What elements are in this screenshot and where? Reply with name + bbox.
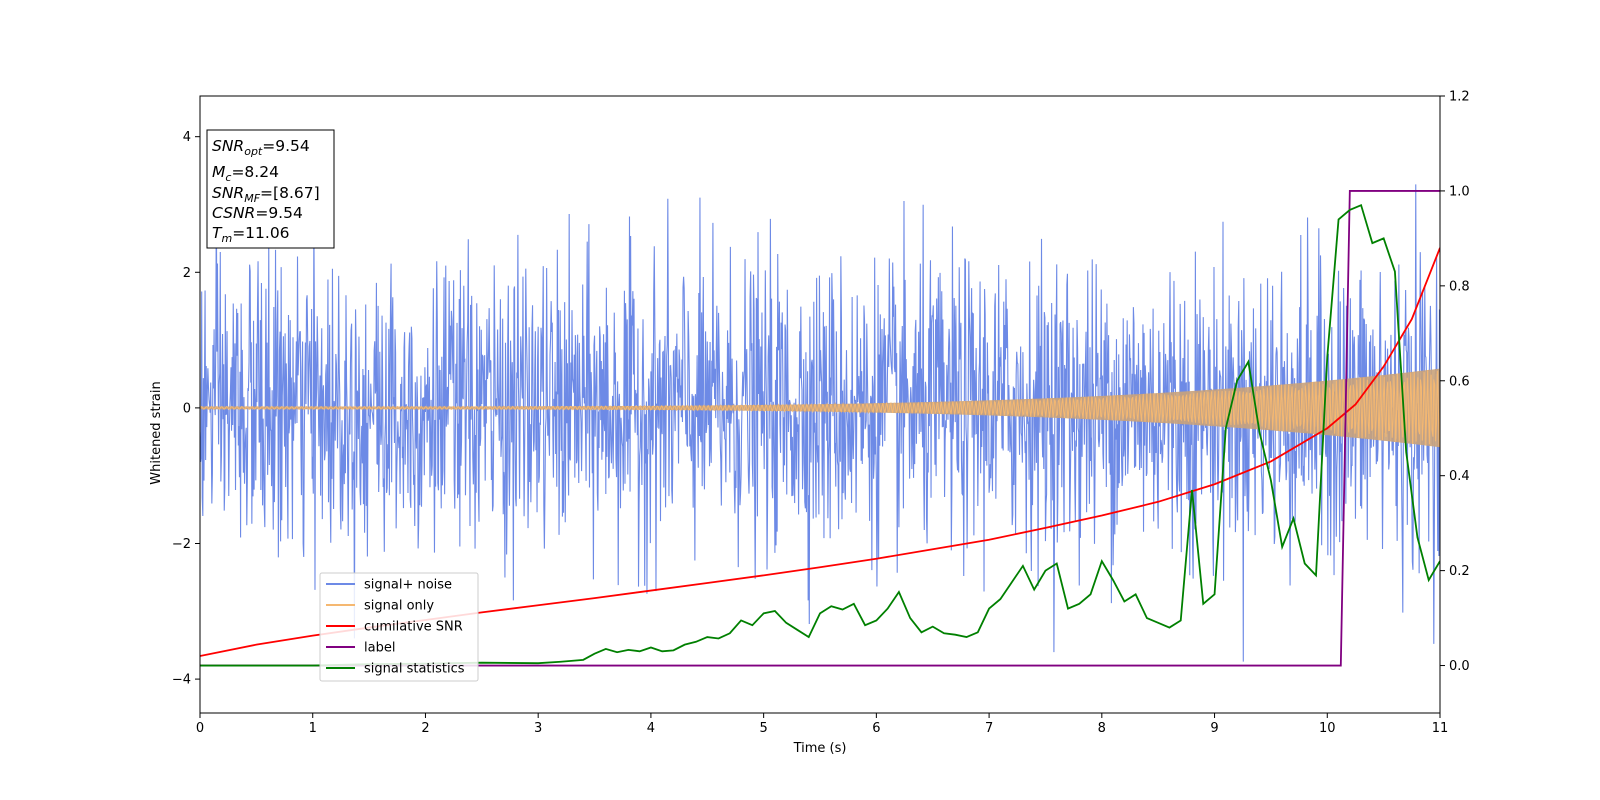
y-right-tick-label: 1.2 — [1449, 90, 1470, 105]
x-tick-label: 3 — [534, 721, 542, 736]
x-tick-label: 0 — [196, 721, 204, 736]
x-tick-label: 8 — [1098, 721, 1106, 736]
y-left-tick-label: 2 — [183, 266, 191, 281]
legend-label: cumilative SNR — [364, 620, 463, 635]
series-signal-statistics — [200, 203, 1440, 667]
y-axis-label: Whitened strain — [149, 381, 164, 484]
y-left-tick-label: −2 — [172, 537, 191, 552]
y-right-tick-label: 1.0 — [1449, 184, 1470, 199]
series-signal-noise — [200, 184, 1440, 662]
info-line: SNRMF=[8.67] — [212, 184, 320, 205]
y-right-tick-label: 0.8 — [1449, 279, 1470, 294]
info-line: SNRopt=9.54 — [212, 137, 310, 158]
y-left-tick-label: 4 — [183, 130, 191, 145]
x-axis-label: Time (s) — [793, 741, 847, 756]
x-tick-label: 11 — [1432, 721, 1449, 736]
x-tick-label: 6 — [872, 721, 880, 736]
x-tick-label: 4 — [647, 721, 655, 736]
series-signal-only — [200, 370, 1440, 447]
y-right-tick-label: 0.2 — [1449, 564, 1470, 579]
y-axis-left: −4 −2 0 2 4 — [172, 130, 200, 688]
info-box-frame — [206, 129, 335, 249]
legend-label: signal+ noise — [364, 578, 452, 593]
x-tick-label: 7 — [985, 721, 993, 736]
x-axis: 0 1 2 3 4 5 6 7 8 9 10 11 — [196, 713, 1448, 736]
axes-frame — [199, 95, 1441, 714]
y-axis-right: 0.0 0.2 0.4 0.6 0.8 1.0 1.2 — [1440, 90, 1470, 674]
info-line: CSNR=9.54 — [212, 204, 303, 222]
legend-label: signal only — [364, 599, 434, 614]
x-tick-label: 2 — [421, 721, 429, 736]
y-right-tick-label: 0.4 — [1449, 469, 1470, 484]
legend-frame — [319, 572, 479, 682]
info-line: Tm=11.06 — [212, 224, 290, 245]
y-left-tick-label: −4 — [172, 673, 191, 688]
x-tick-label: 10 — [1319, 721, 1336, 736]
y-right-tick-label: 0.0 — [1449, 659, 1470, 674]
series-label — [200, 190, 1440, 667]
legend: signal+ noise signal only cumilative SNR la… — [319, 572, 479, 682]
legend-label: signal statistics — [364, 662, 465, 677]
legend-label: label — [364, 641, 395, 656]
y-left-tick-label: 0 — [183, 401, 191, 416]
info-line: Mc=8.24 — [212, 163, 279, 184]
x-tick-label: 9 — [1210, 721, 1218, 736]
x-tick-label: 1 — [309, 721, 317, 736]
x-tick-label: 5 — [759, 721, 767, 736]
y-right-tick-label: 0.6 — [1449, 374, 1470, 389]
